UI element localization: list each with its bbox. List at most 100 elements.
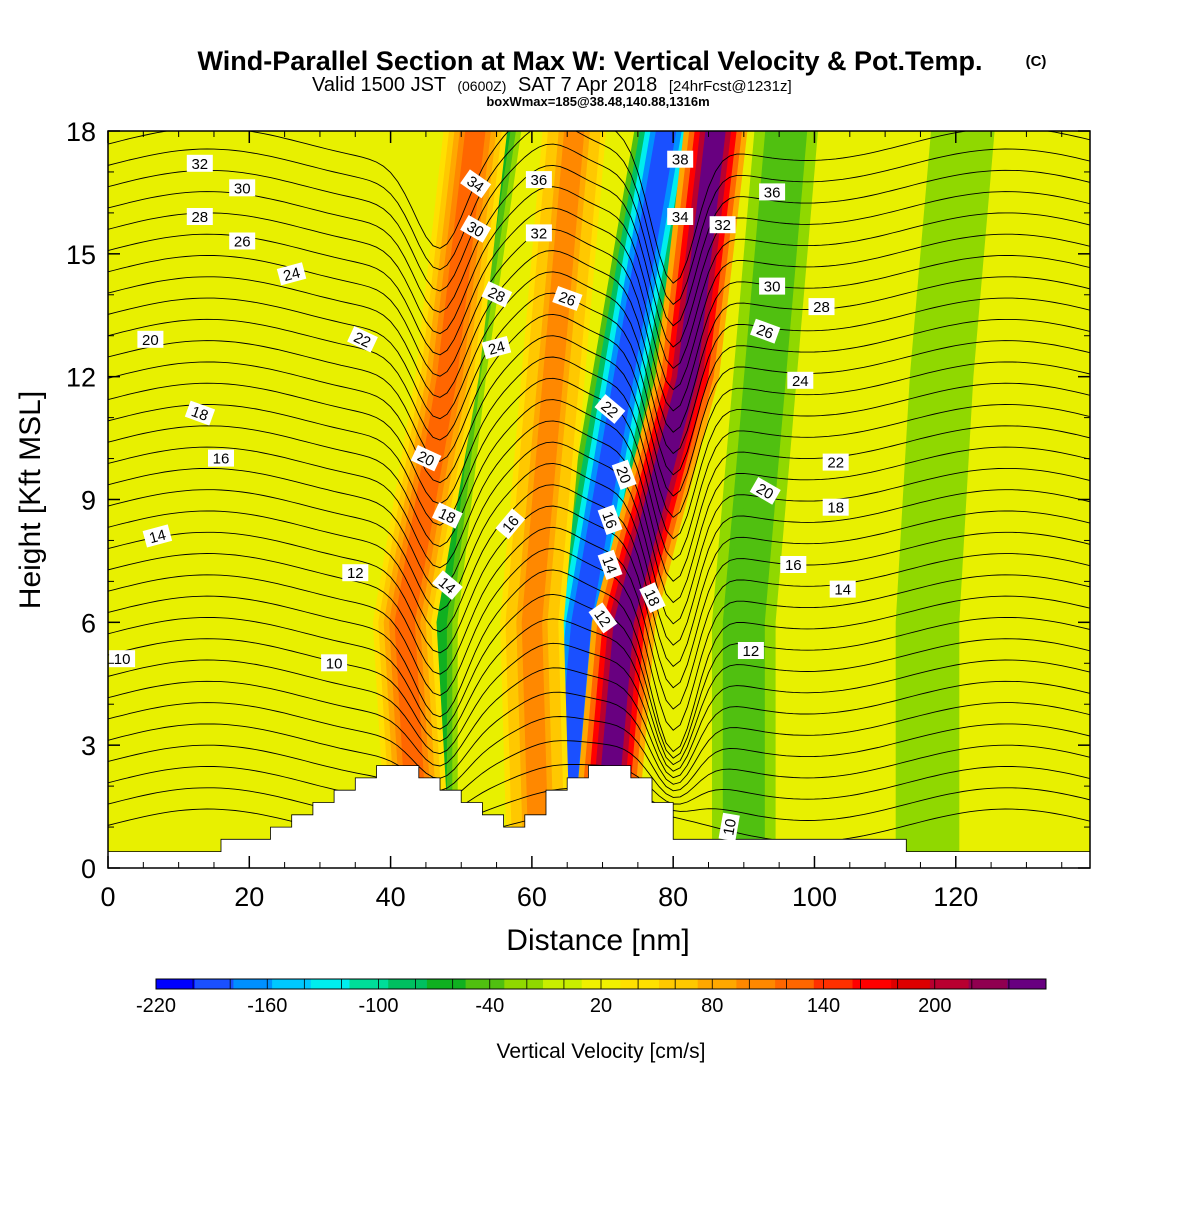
isentrope-label-text: 12	[347, 565, 364, 582]
colorbar-tick-label: -100	[358, 995, 398, 1017]
isentrope-label-bg	[186, 208, 213, 225]
isentrope-label-bg	[229, 179, 256, 197]
isentrope-label-bg	[186, 154, 213, 172]
isentrope-label-6: 14	[142, 524, 173, 548]
valid-date: SAT 7 Apr 2018	[518, 74, 657, 96]
isentrope-label-bg	[109, 650, 136, 668]
isentrope-label-text: 18	[827, 500, 844, 517]
isentrope-label-bg	[142, 524, 173, 548]
x-tick-label: 60	[517, 882, 547, 912]
isentrope-11	[108, 740, 1090, 804]
isentrope-31	[108, 292, 1090, 476]
colorbar-label: Vertical Velocity [cm/s]	[497, 1040, 706, 1063]
isentrope-label-bg	[667, 150, 694, 168]
isentrope-25	[108, 420, 1090, 604]
isentrope-label-text: 22	[827, 455, 844, 472]
isentrope-13	[108, 691, 1090, 785]
isentrope-label-21: 20	[749, 477, 781, 505]
isentrope-label-11: 16	[495, 508, 526, 540]
isentrope-label-bg	[718, 812, 740, 842]
x-tick-label: 0	[100, 882, 115, 912]
isentrope-label-bg	[481, 335, 512, 360]
isentrope-label-text: 26	[754, 321, 775, 343]
isentrope-label-31: 28	[186, 208, 213, 226]
isentrope-label-28: 26	[229, 232, 256, 251]
isentrope-12	[108, 716, 1090, 792]
isentrope-label-26: 24	[481, 335, 512, 360]
isentrope-label-2: 10	[718, 812, 740, 842]
isentrope-label-text: 14	[598, 554, 620, 575]
isentrope-label-text: 34	[463, 173, 486, 196]
isentrope-label-bg	[552, 285, 583, 311]
isentrope-label-8: 14	[597, 549, 623, 580]
isentrope-label-text: 20	[142, 332, 159, 349]
isentrope-label-text: 24	[282, 264, 303, 285]
isentrope-label-15: 18	[431, 502, 463, 529]
isentrope-label-text: 24	[792, 373, 809, 390]
isentrope-label-text: 26	[234, 234, 251, 251]
isentrope-label-bg	[597, 504, 623, 535]
isentrope-34	[108, 228, 1090, 412]
isentrope-label-17: 18	[822, 498, 849, 517]
isentrope-label-text: 34	[672, 209, 689, 226]
isentrope-33	[108, 250, 1090, 433]
x-tick-label: 80	[658, 882, 688, 912]
isentrope-label-42: 36	[525, 171, 552, 189]
isentrope-label-bg	[342, 564, 369, 582]
colorbar-swatch	[813, 979, 853, 989]
colorbar-swatch	[310, 979, 350, 989]
isentrope-label-text: 28	[813, 299, 830, 316]
isentrope-label-41: 34	[667, 208, 694, 226]
isentrope-38	[108, 143, 1090, 327]
isentrope-label-43: 36	[759, 183, 786, 201]
velocity-band-5-level-4	[733, 131, 797, 868]
isentrope-label-40: 34	[460, 169, 492, 199]
isentrope-label-text: 36	[764, 184, 781, 201]
isentrope-label-7: 14	[431, 570, 463, 600]
colorbar-swatch	[929, 979, 970, 989]
colorbar-swatch	[697, 979, 737, 989]
isentrope-label-bg	[137, 330, 164, 348]
y-axis-label: Height [Kft MSL]	[14, 391, 47, 609]
colorbar-swatch	[1007, 979, 1047, 989]
velocity-band-6-level-4	[917, 131, 973, 868]
isentrope-label-bg	[495, 508, 526, 540]
isentrope-label-bg	[822, 498, 849, 516]
isentrope-label-24: 22	[822, 453, 849, 472]
colorbar-swatch	[272, 979, 312, 989]
isentrope-28	[108, 356, 1090, 540]
colorbar-swatch	[504, 979, 544, 989]
isentrope-label-bg	[229, 232, 256, 250]
colorbar-swatch	[620, 979, 660, 989]
valid-time: Valid 1500 JST	[312, 74, 446, 96]
isentrope-label-bg	[611, 459, 637, 490]
isentrope-label-bg	[460, 215, 492, 243]
isentrope-label-29: 26	[552, 285, 583, 311]
isentrope-label-bg	[749, 477, 781, 505]
isentrope-label-3: 12	[342, 564, 369, 582]
velocity-band-3-level-4	[592, 131, 726, 868]
y-tick-label: 9	[81, 486, 96, 516]
isentrope-labels: 10 10 10 12 12 12 14 14 14 14 16 16 16 16 18 18 18 18 20 20…	[109, 150, 856, 842]
isentrope-label-text: 14	[834, 582, 851, 599]
isentrope-label-text: 18	[189, 403, 210, 425]
isentrope-label-bg	[780, 556, 807, 573]
isentrope-label-25: 24	[276, 262, 307, 286]
isentrope-label-text: 26	[556, 289, 577, 311]
isentrope-label-bg	[525, 171, 552, 189]
colorbar-swatch	[156, 979, 196, 989]
isentrope-label-text: 18	[640, 587, 662, 609]
x-axis-label: Distance [nm]	[506, 924, 689, 957]
isentrope-label-bg	[276, 262, 307, 286]
isentrope-label-44: 38	[667, 150, 694, 169]
y-tick-label: 3	[81, 731, 96, 761]
isentrope-37	[108, 164, 1090, 348]
colorbar-swatch	[349, 979, 389, 989]
isentrope-19	[108, 548, 1090, 731]
colorbar-tick-label: 140	[807, 995, 840, 1017]
isentrope-label-text: 28	[191, 209, 208, 226]
isentrope-label-bg	[481, 281, 513, 308]
isentrope-label-text: 20	[753, 480, 776, 503]
